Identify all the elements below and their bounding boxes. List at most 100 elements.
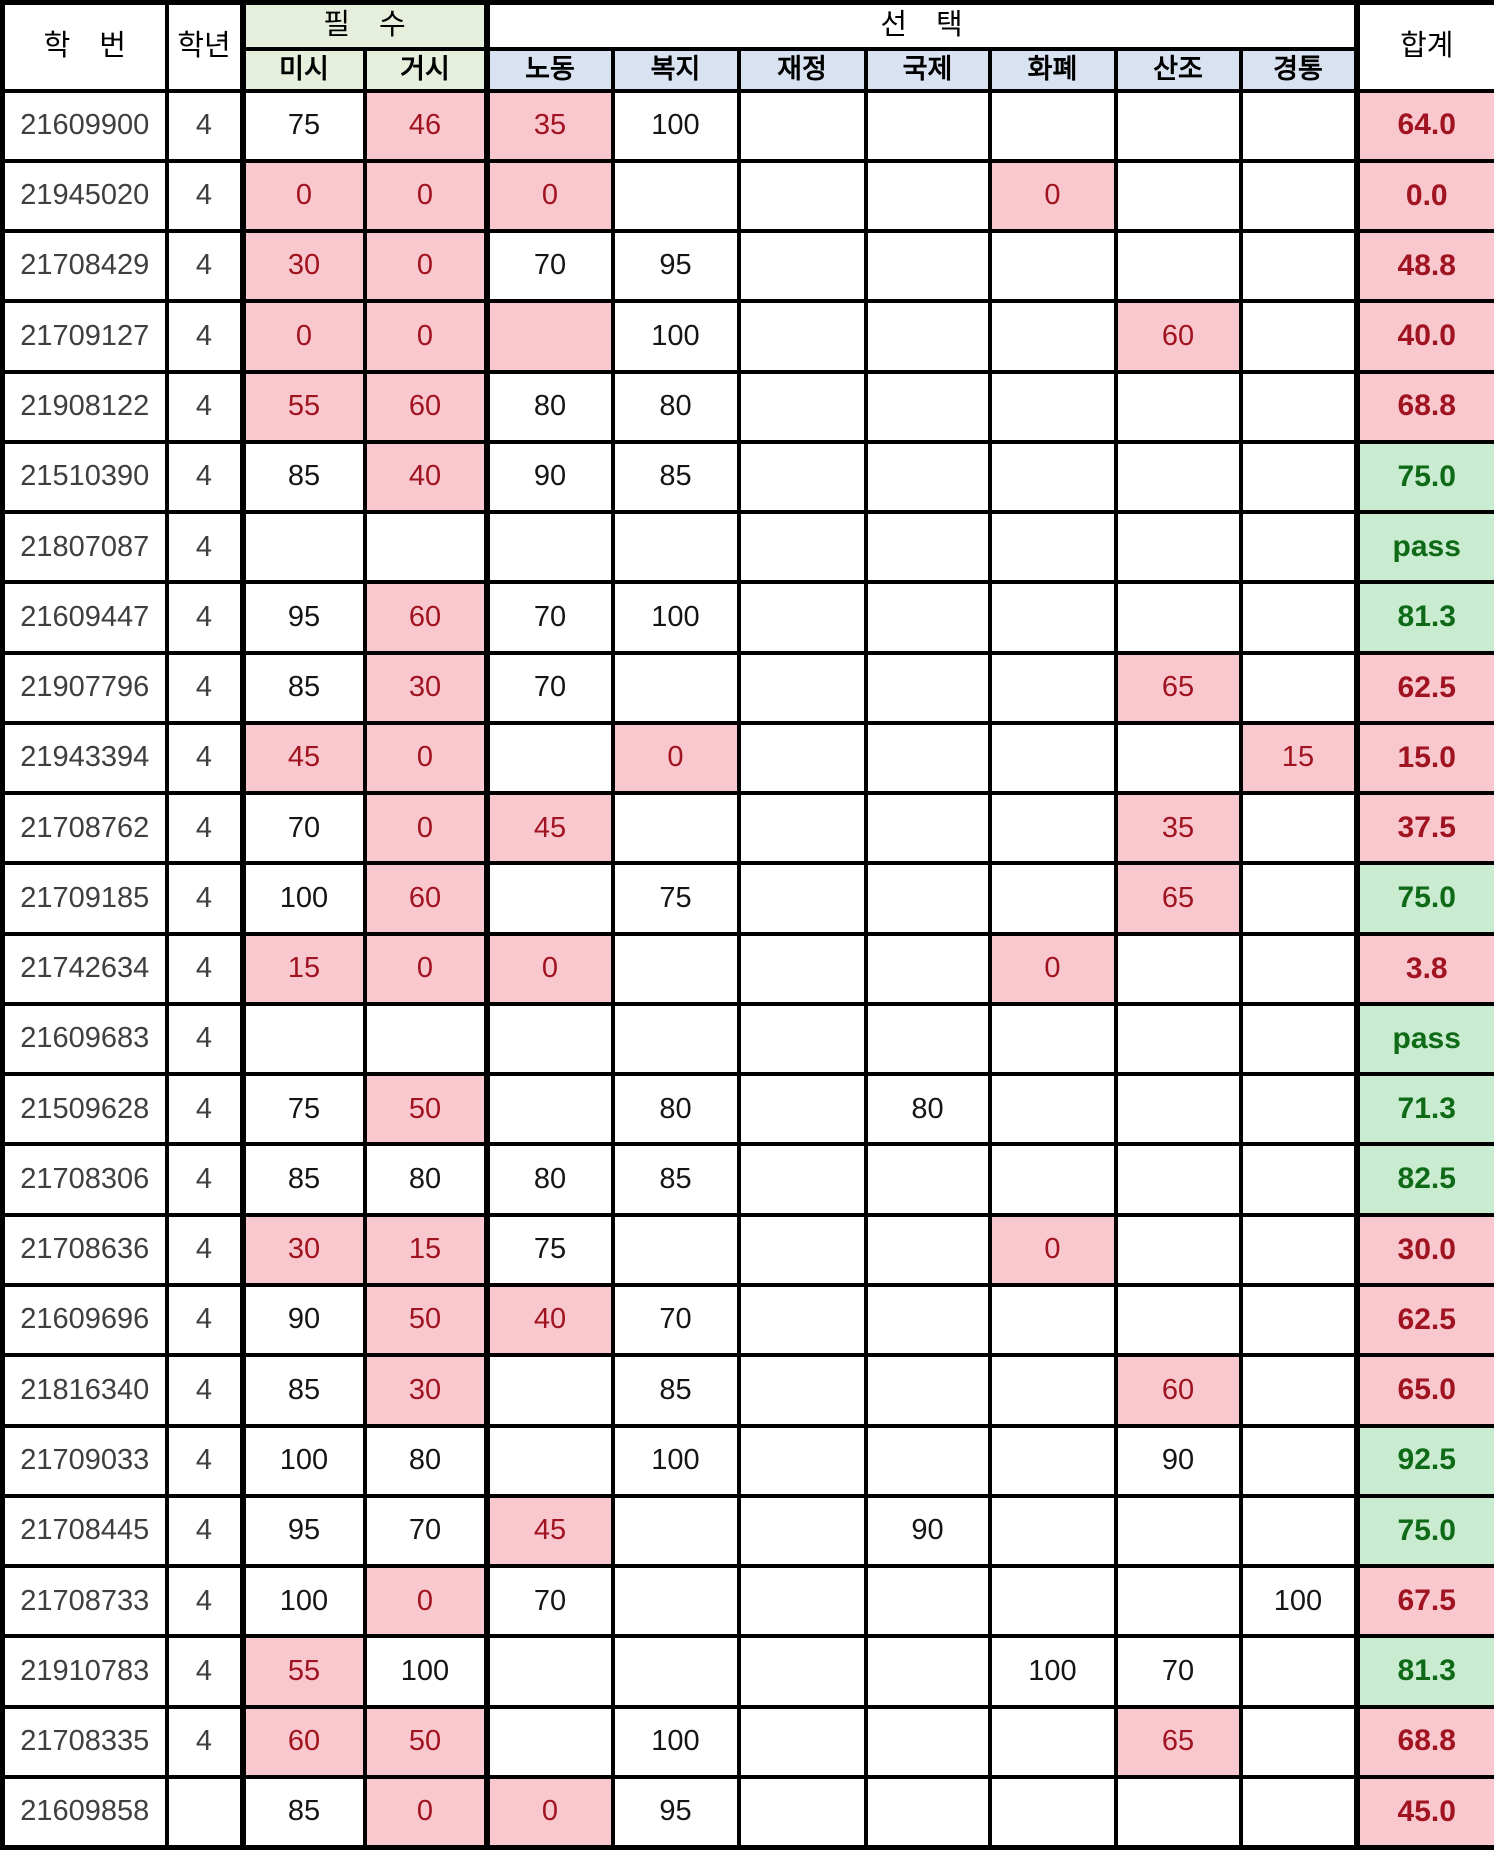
score-cell-welfare xyxy=(610,931,741,1006)
score-cell-finance xyxy=(736,1774,868,1850)
score-cell-finance xyxy=(736,1001,868,1077)
score-cell-micro: 30 xyxy=(239,229,367,304)
score-cell-industrial-org xyxy=(1113,158,1243,234)
student-id-cell: 21609447 xyxy=(0,580,169,655)
score-cell-finance xyxy=(736,1493,868,1569)
score-cell-monetary xyxy=(987,1353,1118,1428)
student-id-cell: 21943394 xyxy=(0,720,169,796)
header-col-micro: 미시 xyxy=(239,46,367,93)
header-group-row: 학 번 학년 필 수 선 택 합계 xyxy=(0,0,1494,93)
score-cell-micro: 55 xyxy=(239,1634,367,1709)
score-cell-micro: 100 xyxy=(239,1564,367,1639)
year-cell: 4 xyxy=(164,1634,245,1709)
table-row: 21908122 4 55 60 80 80 68.8 xyxy=(0,369,1494,444)
score-cell-micro: 0 xyxy=(239,158,367,234)
score-cell-international xyxy=(863,1564,992,1639)
score-cell-monetary xyxy=(987,1704,1118,1779)
score-cell-finance xyxy=(736,1564,868,1639)
score-cell-industrial-org xyxy=(1113,439,1243,515)
header-student-id: 학 번 xyxy=(0,0,169,93)
score-cell-labor: 45 xyxy=(483,791,615,866)
score-cell-international xyxy=(863,861,992,936)
score-cell-macro: 50 xyxy=(362,1072,489,1147)
table-row: 21910783 4 55 100 100 70 81.3 xyxy=(0,1634,1494,1709)
score-cell-monetary xyxy=(987,510,1118,585)
score-cell-econ-stats xyxy=(1238,580,1359,655)
header-col-labor: 노동 xyxy=(483,46,615,93)
table-body: 21609900 4 75 46 35 100 64.0 21945020 4 0 0 0 0 0.0 21… xyxy=(0,88,1494,1850)
score-cell-labor xyxy=(483,510,615,585)
year-cell xyxy=(164,1774,245,1850)
score-cell-micro: 45 xyxy=(239,720,367,796)
table-row: 21816340 4 85 30 85 60 65.0 xyxy=(0,1353,1494,1428)
score-cell-industrial-org: 65 xyxy=(1113,861,1243,936)
year-cell: 4 xyxy=(164,510,245,585)
score-cell-labor: 40 xyxy=(483,1283,615,1358)
score-cell-welfare xyxy=(610,1001,741,1077)
table-row: 21708636 4 30 15 75 0 30.0 xyxy=(0,1212,1494,1288)
year-cell: 4 xyxy=(164,1283,245,1358)
score-cell-industrial-org: 65 xyxy=(1113,650,1243,725)
score-cell-micro: 60 xyxy=(239,1704,367,1779)
score-cell-micro: 85 xyxy=(239,1353,367,1428)
table-row: 21709127 4 0 0 100 60 40.0 xyxy=(0,299,1494,374)
score-cell-macro: 80 xyxy=(362,1423,489,1498)
score-cell-international: 80 xyxy=(863,1072,992,1147)
total-cell: 75.0 xyxy=(1353,1493,1494,1569)
score-cell-monetary xyxy=(987,1774,1118,1850)
student-id-cell: 21816340 xyxy=(0,1353,169,1428)
table-row: 21709033 4 100 80 100 90 92.5 xyxy=(0,1423,1494,1498)
score-cell-monetary xyxy=(987,1493,1118,1569)
score-cell-international xyxy=(863,1283,992,1358)
score-cell-econ-stats xyxy=(1238,791,1359,866)
score-cell-international xyxy=(863,931,992,1006)
student-id-cell: 21708445 xyxy=(0,1493,169,1569)
student-id-cell: 21807087 xyxy=(0,510,169,585)
score-cell-international xyxy=(863,720,992,796)
header-col-econ-stats: 경통 xyxy=(1238,46,1359,93)
score-cell-finance xyxy=(736,369,868,444)
table-row: 21708733 4 100 0 70 100 67.5 xyxy=(0,1564,1494,1639)
score-cell-welfare: 100 xyxy=(610,580,741,655)
student-id-cell: 21945020 xyxy=(0,158,169,234)
score-cell-macro: 100 xyxy=(362,1634,489,1709)
score-cell-monetary: 0 xyxy=(987,1212,1118,1288)
score-cell-micro: 85 xyxy=(239,439,367,515)
score-cell-macro: 0 xyxy=(362,791,489,866)
score-cell-welfare: 85 xyxy=(610,1142,741,1217)
score-cell-monetary xyxy=(987,369,1118,444)
score-cell-econ-stats xyxy=(1238,1212,1359,1288)
score-cell-labor: 80 xyxy=(483,369,615,444)
score-cell-labor: 75 xyxy=(483,1212,615,1288)
score-cell-micro xyxy=(239,1001,367,1077)
score-cell-international xyxy=(863,1212,992,1288)
header-elective-group: 선 택 xyxy=(483,0,1359,51)
score-cell-international xyxy=(863,1353,992,1428)
score-cell-labor xyxy=(483,1353,615,1428)
score-cell-finance xyxy=(736,158,868,234)
score-cell-econ-stats xyxy=(1238,1142,1359,1217)
score-cell-labor xyxy=(483,299,615,374)
total-cell: 81.3 xyxy=(1353,1634,1494,1709)
score-cell-industrial-org xyxy=(1113,369,1243,444)
student-id-cell: 21708636 xyxy=(0,1212,169,1288)
score-cell-industrial-org xyxy=(1113,1493,1243,1569)
score-cell-econ-stats xyxy=(1238,369,1359,444)
score-cell-labor: 90 xyxy=(483,439,615,515)
score-cell-industrial-org: 60 xyxy=(1113,299,1243,374)
score-cell-econ-stats xyxy=(1238,650,1359,725)
score-cell-finance xyxy=(736,1423,868,1498)
score-cell-econ-stats xyxy=(1238,1634,1359,1709)
score-cell-welfare: 75 xyxy=(610,861,741,936)
total-cell: 64.0 xyxy=(1353,88,1494,163)
header-col-industrial-org: 산조 xyxy=(1113,46,1243,93)
table-row: 21708429 4 30 0 70 95 48.8 xyxy=(0,229,1494,304)
total-cell: 65.0 xyxy=(1353,1353,1494,1428)
score-cell-finance xyxy=(736,1634,868,1709)
score-cell-international xyxy=(863,1774,992,1850)
score-cell-international xyxy=(863,650,992,725)
score-cell-micro: 75 xyxy=(239,88,367,163)
total-cell: 30.0 xyxy=(1353,1212,1494,1288)
score-cell-econ-stats xyxy=(1238,1704,1359,1779)
score-cell-finance xyxy=(736,88,868,163)
